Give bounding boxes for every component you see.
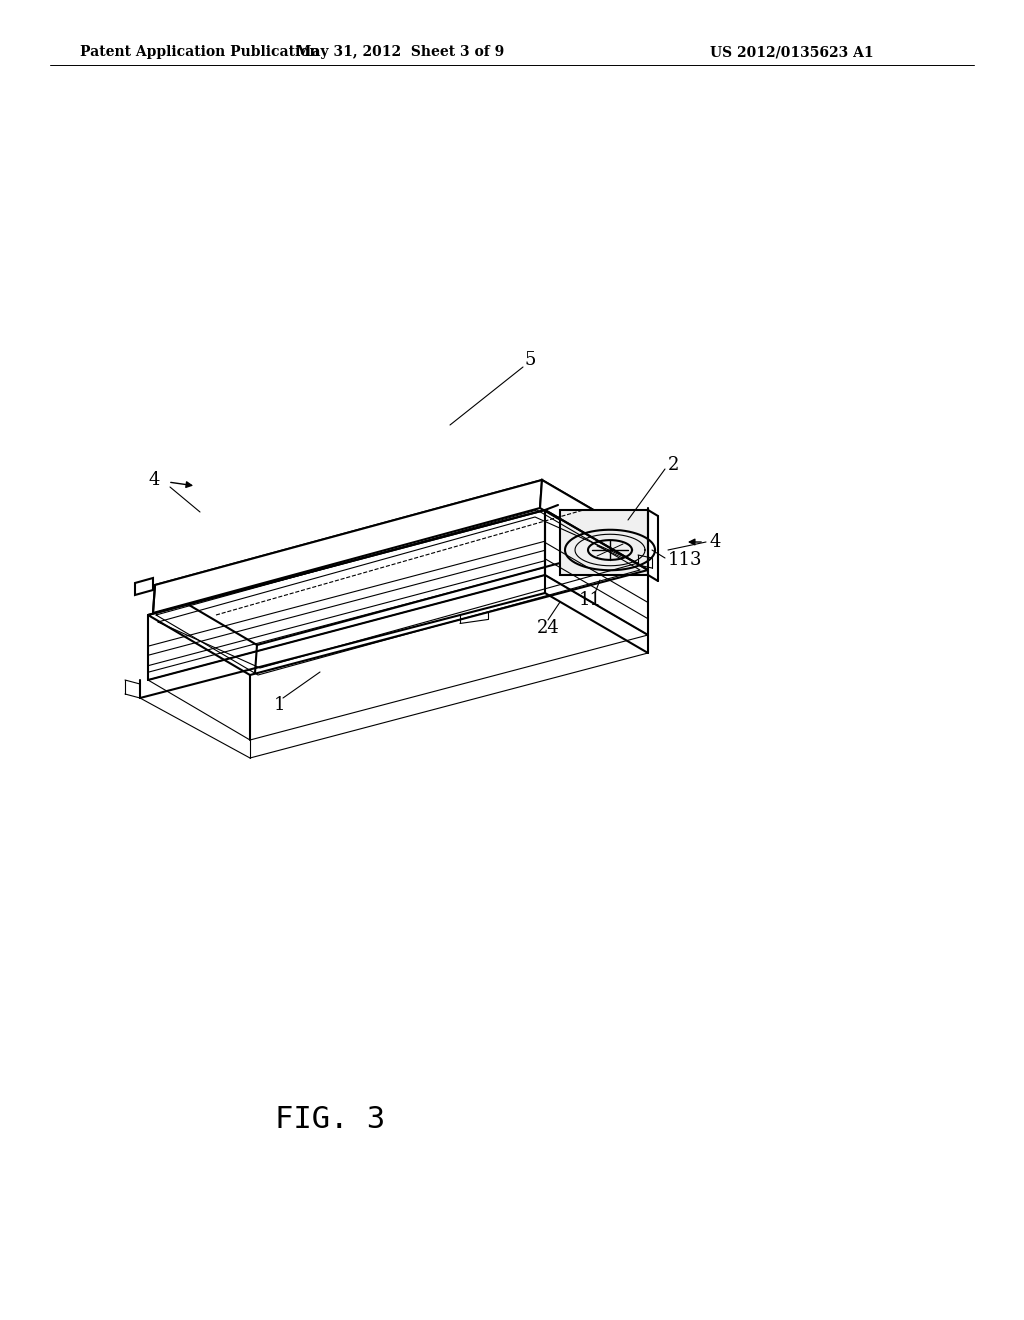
Polygon shape [153,480,542,612]
Polygon shape [560,510,648,576]
Polygon shape [135,578,153,595]
Text: 4: 4 [710,533,721,550]
Text: 24: 24 [537,619,559,638]
Text: 11: 11 [579,591,601,609]
Text: 4: 4 [148,471,160,488]
Text: May 31, 2012  Sheet 3 of 9: May 31, 2012 Sheet 3 of 9 [296,45,504,59]
Text: 2: 2 [668,455,679,474]
Text: 1: 1 [274,696,286,714]
Polygon shape [540,480,645,568]
Text: 5: 5 [524,351,536,370]
Text: Patent Application Publication: Patent Application Publication [80,45,319,59]
Polygon shape [155,480,645,645]
Text: 113: 113 [668,550,702,569]
Text: FIG. 3: FIG. 3 [274,1106,385,1134]
Text: US 2012/0135623 A1: US 2012/0135623 A1 [710,45,873,59]
